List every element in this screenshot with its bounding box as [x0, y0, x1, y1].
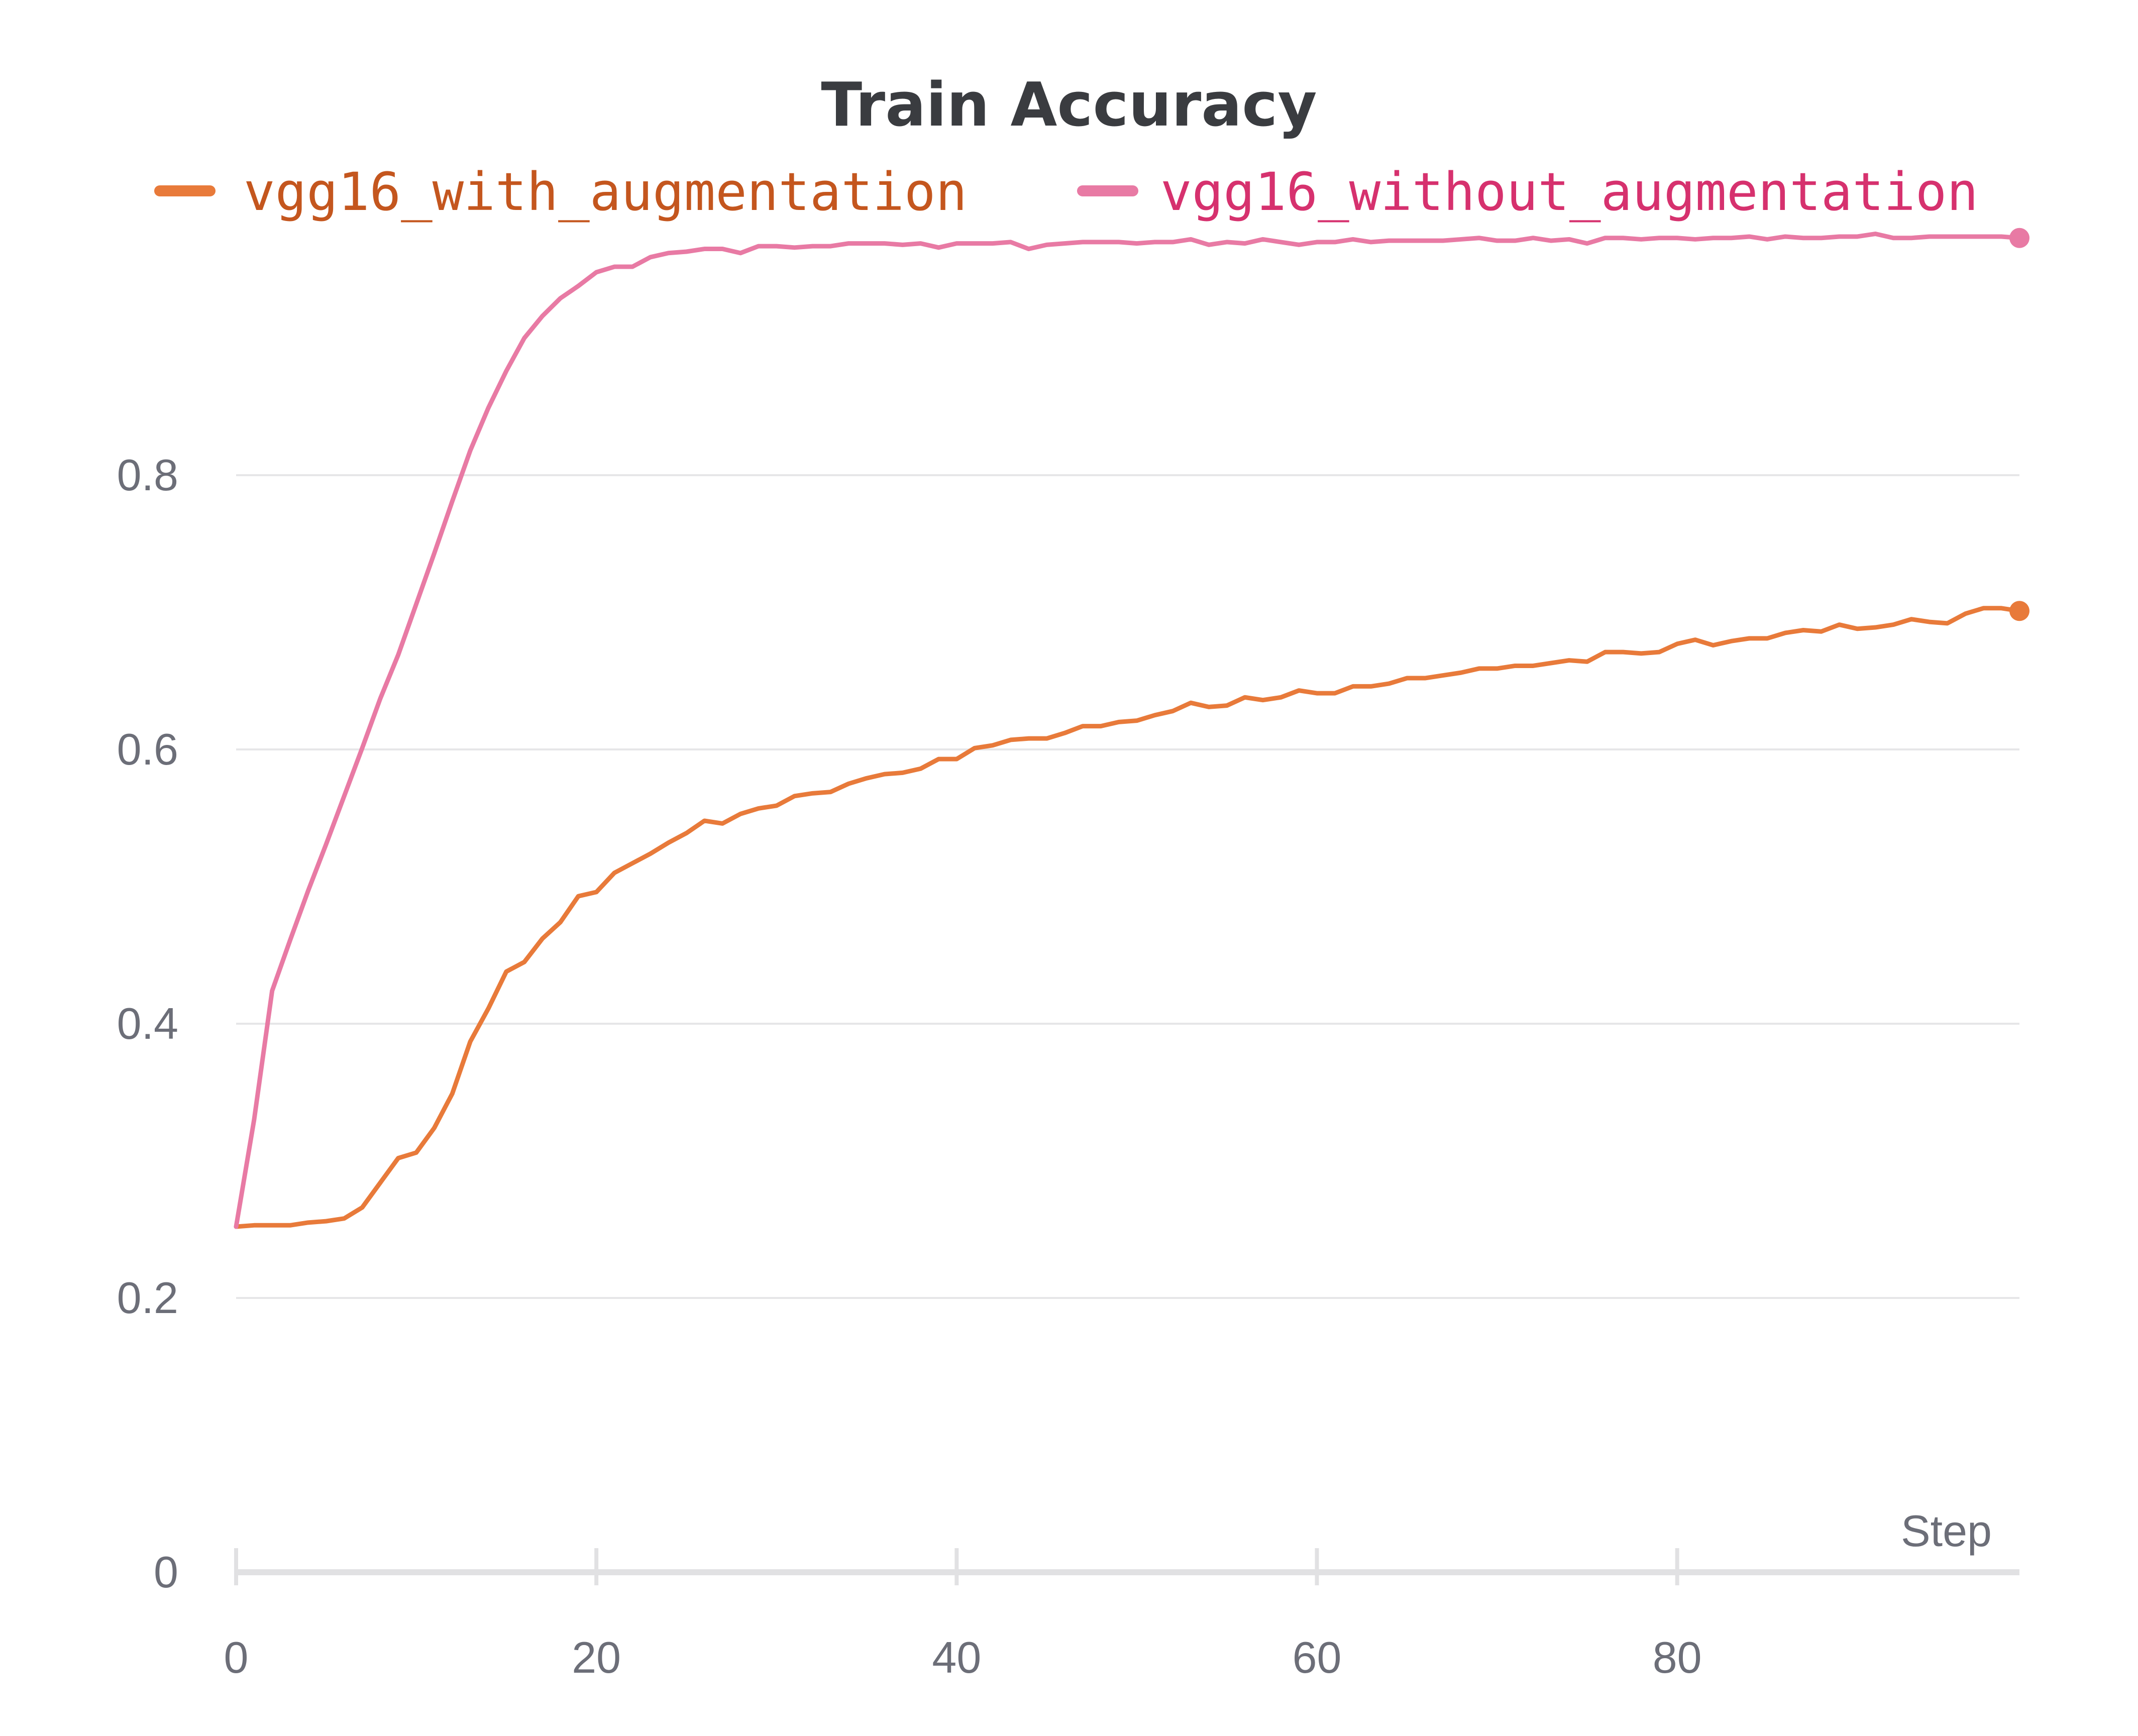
gridlines	[236, 474, 2019, 1299]
series-end-point	[2009, 228, 2029, 248]
legend: vgg16_with_augmentation vgg16_without_aug…	[154, 161, 1978, 223]
x-axis-title: Step	[1901, 1506, 1992, 1556]
y-axis: 0 0.2 0.4 0.6 0.8	[117, 450, 178, 1597]
y-tick-label: 0	[154, 1547, 178, 1597]
legend-label: vgg16_without_augmentation	[1160, 161, 1978, 223]
chart-title: Train Accuracy	[821, 70, 1317, 140]
x-tick-label: 60	[1293, 1633, 1342, 1682]
x-tick-label: 20	[572, 1633, 621, 1682]
y-tick-label: 0.8	[117, 450, 178, 500]
y-tick-label: 0.4	[117, 999, 178, 1048]
x-tick-label: 80	[1653, 1633, 1702, 1682]
legend-label: vgg16_with_augmentation	[244, 161, 967, 223]
y-tick-label: 0.2	[117, 1273, 178, 1323]
y-tick-label: 0.6	[117, 724, 178, 774]
x-tick-label: 0	[224, 1633, 249, 1682]
x-tick-label: 40	[932, 1633, 981, 1682]
series-end-point	[2009, 601, 2029, 621]
series-line-vgg16_with_augmentation	[234, 606, 2022, 1229]
series-line-vgg16_without_augmentation	[234, 232, 2022, 1229]
series-layer	[234, 228, 2029, 1229]
x-axis: 0 20 40 60 80	[224, 1548, 2019, 1682]
